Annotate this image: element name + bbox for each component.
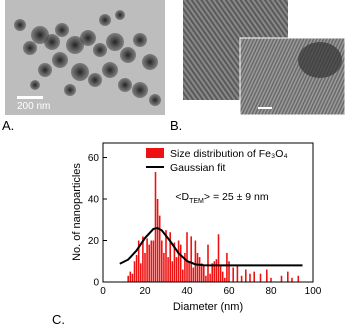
panel-label: C. <box>52 312 65 327</box>
bar <box>209 273 211 282</box>
bar <box>211 263 213 282</box>
y-tick-label: 60 <box>88 153 100 164</box>
fit-line <box>119 227 303 267</box>
bar <box>156 199 159 282</box>
legend-swatch <box>146 148 164 158</box>
annotation-part: <D <box>175 191 189 203</box>
bar <box>165 230 167 282</box>
x-axis-label: Diameter (nm) <box>173 301 243 313</box>
bar <box>158 215 161 282</box>
bar <box>144 252 146 282</box>
bar <box>224 277 226 282</box>
hrtem-image-b <box>183 0 346 116</box>
bar <box>253 271 255 282</box>
histogram: 0 20 40 60 80 100 0 20 40 60 Size distribution of … <box>88 142 322 297</box>
bar <box>182 269 184 282</box>
bar <box>135 255 138 282</box>
bar <box>137 240 140 282</box>
bar <box>190 236 192 282</box>
bar <box>133 261 136 282</box>
x-tick-label: 0 <box>100 286 106 297</box>
bar <box>150 240 153 282</box>
bar <box>287 271 289 282</box>
bar <box>163 252 165 282</box>
bar <box>259 273 262 282</box>
tem-image-a: 200 nm <box>5 0 165 115</box>
bar <box>173 242 176 282</box>
y-tick-label: 20 <box>88 236 100 247</box>
bar <box>228 261 230 282</box>
bar <box>154 172 157 282</box>
bar <box>270 277 272 282</box>
scale-bar-label: 200 nm <box>17 101 50 112</box>
x-tick-label: 20 <box>139 286 151 297</box>
bar <box>291 277 293 282</box>
bar <box>169 232 171 282</box>
bar <box>177 240 180 282</box>
bar <box>152 240 155 282</box>
bar <box>232 267 234 282</box>
bar <box>146 238 148 282</box>
bar <box>192 267 195 282</box>
annotation-part: > = 25 ± 9 nm <box>204 191 269 203</box>
bar <box>142 236 144 282</box>
bar <box>127 275 129 282</box>
bar <box>140 263 142 282</box>
x-tick-label: 80 <box>265 286 277 297</box>
x-tick-label: 40 <box>181 286 193 297</box>
bar <box>161 240 163 282</box>
x-tick-label: 60 <box>223 286 235 297</box>
panel-label: A. <box>2 118 14 133</box>
bar <box>196 252 199 282</box>
bar <box>207 244 209 282</box>
bar <box>221 271 224 282</box>
bar <box>280 275 283 282</box>
y-tick-label: 40 <box>88 195 100 206</box>
bar <box>184 252 186 282</box>
bar <box>236 265 239 282</box>
bar <box>131 273 134 282</box>
x-tick-label: 100 <box>305 286 322 297</box>
bar <box>226 252 228 282</box>
legend-label: Gaussian fit <box>170 162 226 174</box>
bar <box>249 273 251 282</box>
bar <box>194 240 197 282</box>
plot-frame <box>102 142 314 283</box>
bar <box>179 244 182 282</box>
bar <box>215 259 218 282</box>
bar <box>205 275 207 282</box>
bar <box>240 275 243 282</box>
bar <box>203 265 205 282</box>
bar <box>175 257 178 282</box>
bar <box>217 234 220 282</box>
bar <box>148 244 150 282</box>
y-axis-label: No. of nanoparticles <box>71 163 83 261</box>
bar <box>266 269 268 282</box>
annotation-part: TEM <box>189 198 204 205</box>
annotation: <DTEM> = 25 ± 9 nm <box>175 191 268 205</box>
bar <box>167 257 169 282</box>
bar <box>213 261 216 282</box>
panel-label: B. <box>170 118 182 133</box>
bar <box>200 263 203 282</box>
y-tick-label: 0 <box>93 278 99 289</box>
bar <box>245 269 247 282</box>
bar <box>297 275 300 282</box>
bar <box>186 232 188 282</box>
bar <box>219 265 222 282</box>
bar <box>198 257 201 282</box>
legend-label: Size distribution of Fe₃O₄ <box>170 148 288 160</box>
bar <box>171 261 174 282</box>
bar <box>129 271 132 282</box>
bar <box>188 261 190 282</box>
